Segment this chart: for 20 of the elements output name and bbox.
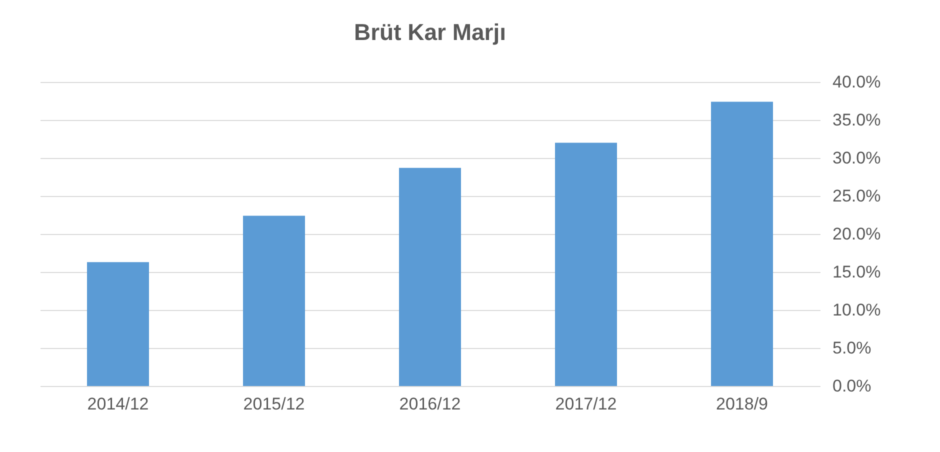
y-tick-label: 25.0% [832, 186, 881, 206]
bar [243, 216, 305, 386]
y-tick-label: 30.0% [832, 148, 881, 168]
x-tick-label: 2015/12 [243, 394, 305, 414]
x-tick-label: 2014/12 [87, 394, 149, 414]
chart-title: Brüt Kar Marjı [354, 19, 506, 45]
y-tick-label: 0.0% [832, 376, 872, 396]
x-tick-label: 2016/12 [399, 394, 461, 414]
y-tick-label: 20.0% [832, 224, 881, 244]
y-tick-label: 40.0% [832, 72, 881, 92]
bar [87, 262, 149, 386]
y-tick-label: 35.0% [832, 110, 881, 130]
y-tick-label: 5.0% [832, 338, 872, 358]
x-tick-label: 2018/9 [716, 394, 768, 414]
bar [555, 142, 617, 386]
y-tick-label: 10.0% [832, 300, 881, 320]
bar [711, 102, 773, 386]
y-tick-label: 15.0% [832, 262, 881, 282]
x-tick-label: 2017/12 [555, 394, 617, 414]
bar [399, 168, 461, 386]
